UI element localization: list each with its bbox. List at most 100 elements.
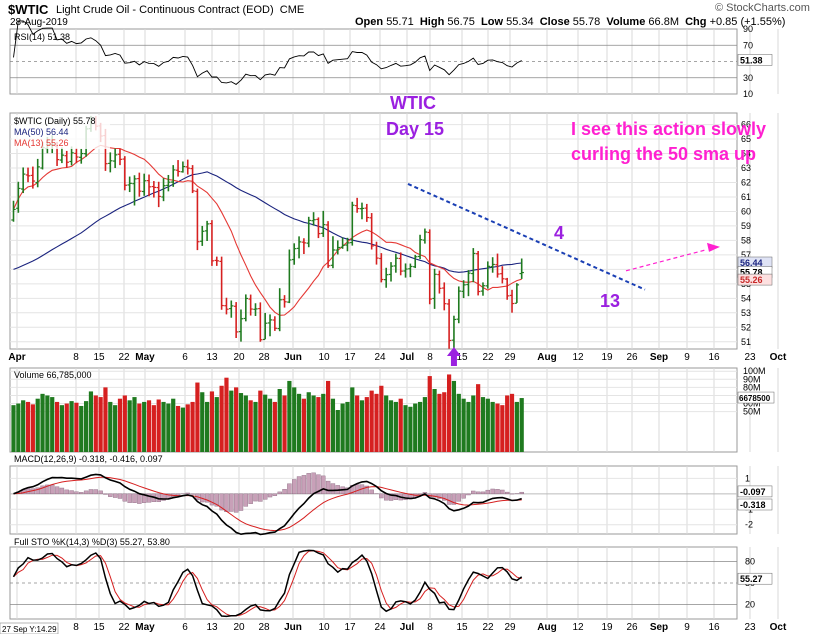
price-tick: 63 [741,163,751,173]
price-tick: 66 [741,120,751,130]
volume-bar [122,395,127,452]
macd-hist-bar [461,493,466,499]
volume-bar [321,393,326,452]
ohlc-bar [374,241,379,265]
x-tick-label-bottom: 26 [626,622,638,633]
ohlc-bar [509,289,515,313]
x-tick-label-bottom: 15 [456,622,468,633]
ohlc-bar [185,159,190,175]
volume-bar [442,392,447,452]
ohlc-bar [451,315,457,349]
volume-bar [311,395,316,452]
volume-bar [151,405,156,452]
macd-hist-bar [243,493,249,507]
x-tick-label: 15 [93,352,105,363]
ohlc-bar [350,201,355,246]
ohlc-bar [166,174,171,192]
ohlc-bar [20,167,26,194]
ohlc-bar [456,286,461,324]
x-tick-label: 8 [73,352,79,363]
rsi-tick: 10 [743,89,753,99]
ohlc-bar [122,156,128,191]
ohlc-bar [156,181,161,208]
macd-hist-bar [190,493,195,495]
macd-hist-bar [495,489,500,495]
volume-bar [142,401,147,452]
macd-hist-bar [185,492,190,495]
symbol-title: $WTIC [8,2,49,17]
bottom-stamp: 27 Sep Y:14.29 [2,625,57,634]
ohlc-bar [311,212,316,226]
x-tick-label: 16 [708,352,720,363]
x-tick-label: 22 [482,352,494,363]
volume-bar [195,382,200,452]
x-tick-label: 29 [504,352,516,363]
x-tick-label: 17 [344,352,356,363]
macd-hist-bar [475,491,481,495]
chg-value: +0.85 (+1.55%) [709,16,786,28]
macd-hist-bar [103,493,108,495]
volume-bar [427,376,432,452]
volume-bar [205,401,210,452]
ohlc-bar [127,176,132,193]
x-tick-label-bottom: 8 [73,622,79,633]
macd-hist-bar [267,493,273,498]
rsi-legend: RSI(14) 51.38 [14,32,70,42]
sto-tag: 55.27 [740,574,763,584]
ohlc-bar [180,161,186,173]
volume-bar [93,395,98,452]
ohlc-bar [388,262,394,282]
close-tag: 55.78 [740,268,763,278]
macd-hist-bar [456,493,461,502]
annotation-wtic: WTIC [390,93,436,113]
volume-bar [69,401,74,452]
ohlc-bar [233,302,239,338]
macd-hist-bar [45,484,50,495]
volume-bar [171,398,176,452]
x-tick-label: 26 [626,352,638,363]
macd-hist-bar [233,493,239,513]
ohlc-bar [442,282,447,311]
volume-bar [64,403,69,452]
macd-hist-bar [325,480,331,495]
volume-bar [345,401,350,452]
x-tick-label-bottom: 9 [684,622,690,633]
price-tick: 65 [741,134,751,144]
volume-bar [519,398,524,452]
vol-tick: 60M [743,399,761,409]
chg-label: Chg [685,16,707,28]
vol-tick: 100M [743,366,766,376]
contract-name: Light Crude Oil - Continuous Contract (E… [56,4,304,16]
ohlc-bar [112,148,118,169]
ohlc-bar [195,188,200,251]
ohlc-readout: Open 55.71 High 56.75 Low 55.34 Close 55… [355,16,785,28]
ohlc-bar [137,172,142,197]
x-tick-label: 6 [182,352,188,363]
ohlc-bar [277,288,282,332]
volume-bar [11,405,16,452]
ohlc-bar [321,210,326,237]
ohlc-bar [214,256,219,266]
rsi-tag-box [737,54,773,66]
volume-bar [393,401,398,452]
macd-hist-bar [204,493,210,503]
volume-bar [355,395,360,452]
ohlc-bar [345,237,350,252]
volume-bar [175,405,181,452]
ohlc-bar [200,225,205,246]
rsi-line [13,20,522,85]
volume-bar [456,393,461,452]
volume-bar [359,400,365,452]
annotation-comment2: curling the 50 sma up [571,144,756,164]
sto-k-line [12,549,523,618]
macd-hist-bar [490,488,495,495]
macd-hist-bar [301,475,307,495]
volume-bar [166,403,171,452]
x-tick-label: Jul [400,352,415,363]
x-tick-label-bottom: 28 [258,622,270,633]
ohlc-bar [413,254,418,269]
annotation-wave4: 4 [554,223,564,243]
ohlc-bar [490,257,495,273]
volume-bar [417,401,423,452]
ohlc-bar [117,148,123,166]
